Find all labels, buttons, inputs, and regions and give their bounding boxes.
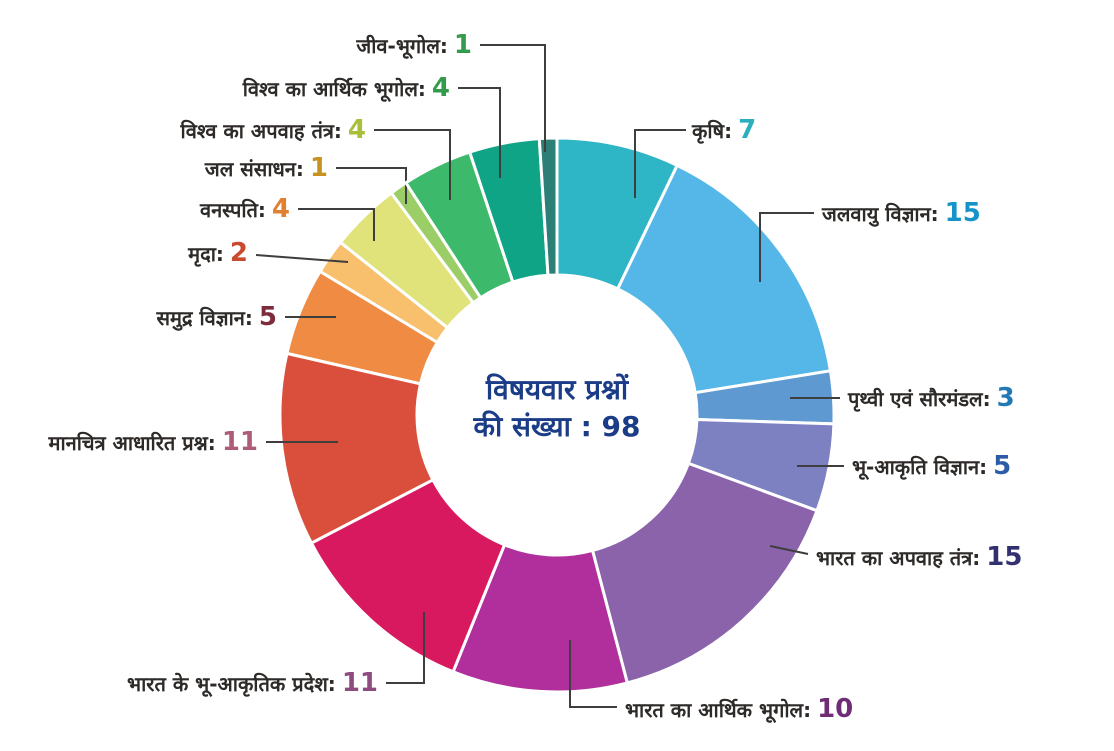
pie-slice: [616, 163, 832, 395]
slice-value: 4: [347, 115, 366, 145]
slice-value: 4: [431, 73, 450, 103]
leader-line: [634, 129, 686, 198]
slice-value: 10: [817, 694, 854, 724]
slice-label: भारत का अपवाह तंत्र: 15: [816, 540, 1022, 575]
center-title: विषयवार प्रश्नों की संख्या : 98: [387, 371, 727, 445]
slice-label-text: भारत का अपवाह तंत्र:: [816, 546, 981, 570]
center-title-line2: की संख्या : 98: [473, 410, 641, 443]
slice-label: कृषि: 7: [692, 113, 756, 148]
slice-label: मृदा: 2: [188, 236, 248, 271]
leader-line: [759, 212, 814, 282]
slice-label-text: विश्व का आर्थिक भूगोल:: [242, 77, 426, 101]
slice-label-text: कृषि:: [692, 119, 733, 143]
slice-label-text: जल संसाधन:: [204, 157, 304, 181]
leader-line: [386, 612, 425, 684]
slice-label: मानचित्र आधारित प्रश्न: 11: [49, 425, 258, 460]
slice-label: भू-आकृति विज्ञान: 5: [852, 449, 1011, 484]
slice-label: समुद्र विज्ञान: 5: [156, 300, 277, 335]
slice-label-text: पृथ्वी एवं सौरमंडल:: [848, 387, 991, 411]
slice-value: 7: [738, 115, 757, 145]
slice-label: वनस्पति: 4: [200, 192, 290, 227]
leader-line: [374, 129, 451, 200]
slice-label-text: भारत के भू-आकृतिक प्रदेश:: [127, 672, 336, 696]
leader-line: [458, 87, 501, 178]
slice-value: 3: [996, 383, 1015, 413]
pie-slice: [591, 461, 819, 685]
center-title-line1: विषयवार प्रश्नों: [485, 373, 629, 406]
slice-label-text: भारत का आर्थिक भूगोल:: [625, 698, 812, 722]
slice-label: भारत के भू-आकृतिक प्रदेश: 11: [127, 666, 378, 701]
slice-value: 11: [221, 427, 258, 457]
slice-label-text: मृदा:: [188, 242, 224, 266]
slice-label: भारत का आर्थिक भूगोल: 10: [625, 692, 853, 727]
slice-label-text: मानचित्र आधारित प्रश्न:: [48, 431, 216, 455]
leader-line: [569, 640, 617, 708]
slice-label: जल संसाधन: 1: [205, 151, 328, 186]
leader-line: [255, 254, 349, 263]
slice-label-text: जलवायु विज्ञान:: [822, 202, 939, 226]
slice-value: 4: [271, 194, 290, 224]
slice-label-text: विश्व का अपवाह तंत्र:: [180, 119, 342, 143]
slice-label: विश्व का अपवाह तंत्र: 4: [181, 113, 366, 148]
slice-label-text: समुद्र विज्ञान:: [156, 306, 253, 330]
leader-line: [336, 167, 407, 204]
slice-value: 15: [986, 542, 1023, 572]
slice-label: विश्व का आर्थिक भूगोल: 4: [243, 71, 450, 106]
slice-value: 15: [944, 198, 981, 228]
slice-label: जीव-भूगोल: 1: [356, 28, 472, 63]
slice-value: 5: [258, 302, 277, 332]
leader-line: [769, 545, 809, 555]
slice-label-text: जीव-भूगोल:: [356, 34, 448, 58]
leader-line: [480, 44, 546, 152]
slice-label: जलवायु विज्ञान: 15: [822, 196, 981, 231]
slice-label-text: भू-आकृति विज्ञान:: [852, 455, 988, 479]
slice-value: 11: [341, 668, 378, 698]
slice-value: 1: [453, 30, 472, 60]
slice-value: 1: [309, 153, 328, 183]
slice-value: 5: [993, 451, 1012, 481]
slice-label: पृथ्वी एवं सौरमंडल: 3: [848, 381, 1015, 416]
leader-line: [298, 208, 375, 241]
slice-value: 2: [229, 238, 248, 268]
slice-label-text: वनस्पति:: [199, 198, 266, 222]
